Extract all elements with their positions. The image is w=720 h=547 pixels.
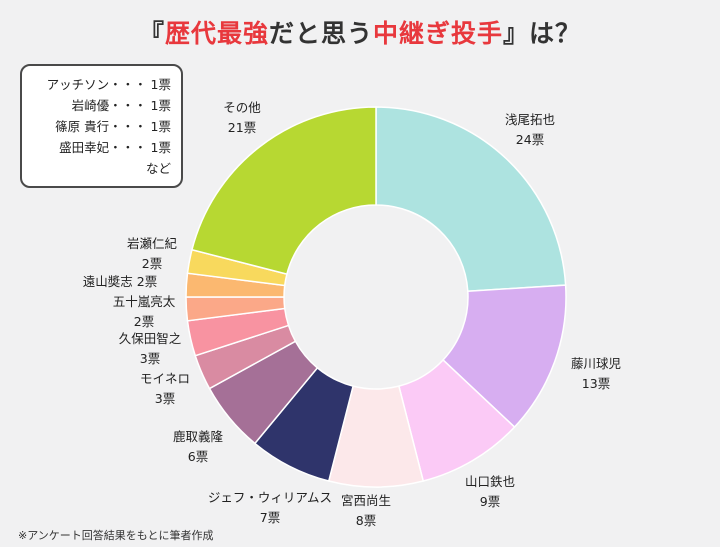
slice-name-label-5: 鹿取義隆 — [173, 429, 224, 444]
slice-label-9: 遠山奬志 2票 — [83, 274, 157, 289]
slice-name-label-6: モイネロ — [140, 371, 190, 386]
slice-value-label-2: 9票 — [480, 494, 500, 509]
footnote: ※アンケート回答結果をもとに筆者作成 — [18, 529, 214, 542]
title-middle: だと思う — [268, 19, 373, 48]
slice-value-label-3: 8票 — [356, 513, 376, 528]
slice-value-label-4: 7票 — [260, 510, 280, 525]
slice-value-label-11: 21票 — [228, 120, 256, 135]
other-detail-row: 岩崎優・・・ 1票 — [71, 98, 171, 113]
slice-name-label-1: 藤川球児 — [571, 356, 621, 371]
other-detail-row: アッチソン・・・ 1票 — [46, 77, 171, 92]
slice-name-label-10: 岩瀬仁紀 — [127, 236, 177, 251]
title-highlight-1: 歴代最強 — [164, 19, 269, 48]
slice-value-label-5: 6票 — [188, 449, 208, 464]
slice-name-label-2: 山口鉄也 — [465, 474, 515, 489]
slice-name-label-0: 浅尾拓也 — [505, 112, 555, 127]
slice-value-label-8: 2票 — [134, 314, 154, 329]
slice-name-label-3: 宮西尚生 — [341, 493, 391, 508]
other-detail-row: など — [145, 161, 171, 176]
chart-title: 『歴代最強だと思う中継ぎ投手』は？ — [0, 14, 720, 50]
slice-name-label-4: ジェフ・ウィリアムス — [208, 490, 332, 505]
other-detail-row: 篠原 貴行・・・ 1票 — [55, 119, 171, 134]
slice-value-label-10: 2票 — [142, 256, 162, 271]
title-close: 』は？ — [503, 19, 582, 48]
slice-name-label-7: 久保田智之 — [119, 331, 182, 346]
other-detail-bubble: アッチソン・・・ 1票 岩崎優・・・ 1票 篠原 貴行・・・ 1票 盛田幸妃・・… — [20, 64, 183, 188]
slice-name-label-8: 五十嵐亮太 — [113, 294, 176, 309]
slice-value-label-7: 3票 — [140, 351, 160, 366]
title-open: 『 — [138, 19, 165, 48]
slice-name-label-11: その他 — [223, 100, 261, 115]
other-detail-row: 盛田幸妃・・・ 1票 — [59, 140, 171, 155]
slice-value-label-6: 3票 — [155, 391, 175, 406]
slice-0 — [375, 106, 567, 293]
slice-value-label-0: 24票 — [516, 132, 544, 147]
title-highlight-2: 中継ぎ投手 — [373, 19, 504, 48]
slice-value-label-1: 13票 — [582, 376, 610, 391]
slice-11 — [191, 106, 377, 276]
